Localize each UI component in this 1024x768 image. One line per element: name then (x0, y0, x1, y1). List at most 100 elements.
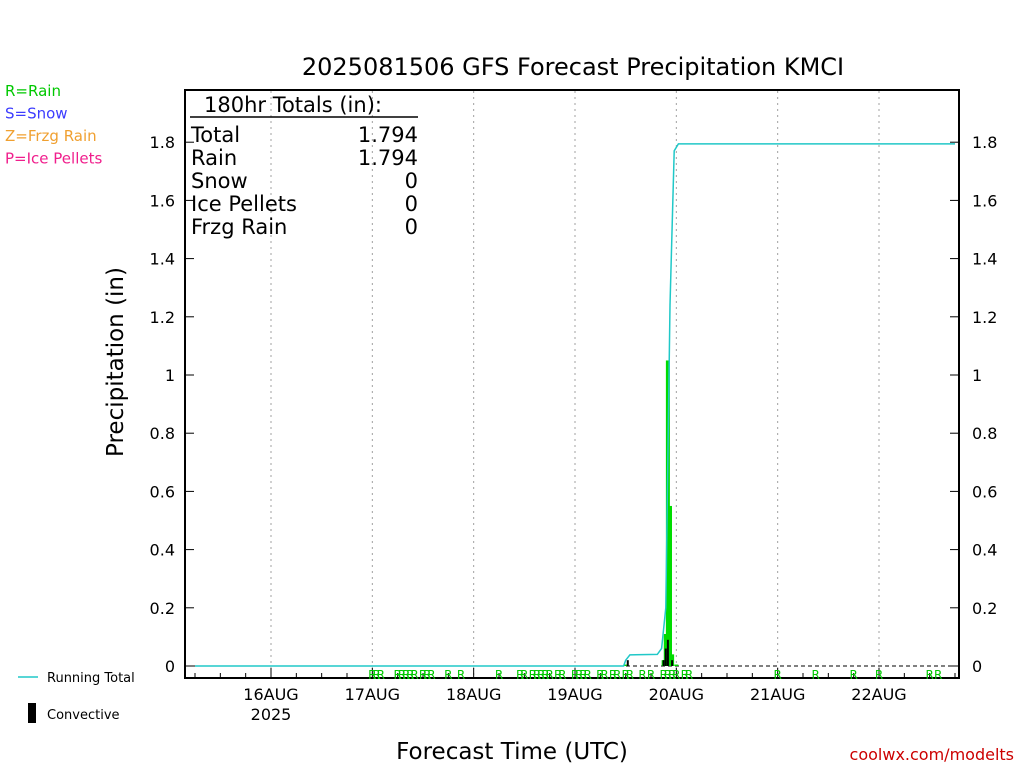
chart-title: 2025081506 GFS Forecast Precipitation KM… (302, 53, 844, 81)
y-tick-label-left: 1 (165, 366, 175, 385)
convective-bars (626, 639, 674, 666)
precip-type-legend-item: Z=Frzg Rain (5, 127, 97, 145)
precip-type-marker: R (664, 668, 672, 682)
convective-legend-swatch (28, 703, 36, 723)
totals-row-value: 1.794 (358, 146, 418, 170)
totals-row-label: Ice Pellets (191, 192, 297, 216)
y-tick-label-left: 0.8 (150, 424, 175, 443)
running-total-line (195, 143, 955, 667)
y-tick-label-left: 0 (165, 657, 175, 676)
precip-type-marker: R (647, 668, 655, 682)
precip-type-marker: R (377, 668, 385, 682)
precip-type-marker: R (681, 668, 689, 682)
precip-type-marker: R (368, 668, 376, 682)
precip-type-marker: R (609, 668, 617, 682)
precip-type-marker: R (457, 668, 465, 682)
precip-type-marker: R (558, 668, 566, 682)
totals-row-value: 0 (405, 169, 418, 193)
x-tick-label: 16AUG (243, 685, 298, 704)
totals-rows: Total 1.794 Rain 1.794 Snow 0 Ice Pellets 0 Frzg… (190, 123, 418, 239)
y-tick-label-left: 0.4 (150, 541, 175, 560)
y-tick-label-right: 0.2 (972, 599, 997, 618)
precip-type-marker: R (406, 668, 414, 682)
precip-type-marker: R (613, 668, 621, 682)
plot-frame (184, 89, 960, 679)
precip-type-marker: R (393, 668, 401, 682)
precip-type-marker: R (811, 668, 819, 682)
precip-type-legend: R=Rain S=Snow Z=Frzg Rain P=Ice Pellets (5, 82, 102, 168)
precip-type-marker: R (600, 668, 608, 682)
x-tick-label: 18AUG (446, 685, 501, 704)
totals-row-label: Rain (191, 146, 237, 170)
totals-row-value: 1.794 (358, 123, 418, 147)
y-tick-label-right: 1.6 (972, 191, 997, 210)
series-legend: Running Total Convective (18, 671, 135, 723)
precip-type-marker: R (596, 668, 604, 682)
totals-row-label: Total (190, 123, 240, 147)
convective-legend-label: Convective (47, 708, 120, 723)
precip-type-marker: R (398, 668, 406, 682)
y-tick-label-left: 0.2 (150, 599, 175, 618)
precip-type-marker: R (554, 668, 562, 682)
gridlines (270, 91, 880, 677)
y-tick-label-left: 1.2 (150, 308, 175, 327)
x-axis-title: Forecast Time (UTC) (396, 739, 628, 765)
precip-type-marker: R (773, 668, 781, 682)
precip-type-marker: R (537, 668, 545, 682)
precip-type-marker: R (410, 668, 418, 682)
precip-type-marker: R (419, 668, 427, 682)
precip-type-marker: R (875, 668, 883, 682)
precip-type-marker: R (529, 668, 537, 682)
precip-type-marker: R (621, 668, 629, 682)
precip-type-marker: R (427, 668, 435, 682)
y-tick-label-right: 0 (972, 657, 982, 676)
y-axis-right: 0 0.2 0.4 0.6 0.8 1 1.2 1.4 1.6 1.8 (950, 133, 997, 676)
precip-type-marker: R (934, 668, 942, 682)
totals-box: 180hr Totals (in): Total 1.794 Rain 1.794 Sn… (190, 93, 418, 239)
credit-text: coolwx.com/modelts (850, 745, 1014, 764)
precip-type-marker: R (579, 668, 587, 682)
convective-bar (671, 660, 674, 666)
x-tick-label: 22AUG (851, 685, 906, 704)
rain-bars (623, 360, 679, 666)
y-tick-label-right: 1 (972, 366, 982, 385)
precip-type-marker: R (516, 668, 524, 682)
precip-type-marker: R (533, 668, 541, 682)
totals-row-label: Frzg Rain (191, 215, 287, 239)
y-tick-label-left: 1.4 (150, 250, 175, 269)
x-tick-label: 21AUG (750, 685, 805, 704)
totals-row-value: 0 (405, 192, 418, 216)
rain-bar (668, 505, 672, 666)
y-tick-label-right: 1.4 (972, 250, 997, 269)
precip-type-marker: R (626, 668, 634, 682)
precip-type-marker: R (583, 668, 591, 682)
y-tick-label-left: 1.6 (150, 191, 175, 210)
x-tick-label: 20AUG (649, 685, 704, 704)
precip-type-marker: R (638, 668, 646, 682)
convective-bar (626, 660, 629, 666)
precip-type-marker: R (541, 668, 549, 682)
y-tick-label-right: 0.8 (972, 424, 997, 443)
rain-bar (623, 664, 628, 666)
precip-type-marker: R (672, 668, 680, 682)
precip-type-marker: R (495, 668, 503, 682)
x-tick-label: 17AUG (345, 685, 400, 704)
precip-type-marker: R (668, 668, 676, 682)
precip-type-marker: R (685, 668, 693, 682)
y-tick-label-right: 1.2 (972, 308, 997, 327)
rain-bar (665, 360, 670, 666)
precip-type-marker: R (925, 668, 933, 682)
precip-type-marker: R (545, 668, 553, 682)
totals-row-value: 0 (405, 215, 418, 239)
y-tick-label-right: 0.6 (972, 482, 997, 501)
precip-type-legend-item: S=Snow (5, 105, 68, 123)
precip-type-marker: R (659, 668, 667, 682)
y-axis-left: 0 0.2 0.4 0.6 0.8 1 1.2 1.4 1.6 1.8 (150, 133, 194, 676)
precip-type-marker: R (423, 668, 431, 682)
running-total-legend-label: Running Total (47, 671, 135, 686)
convective-bar (662, 660, 665, 666)
totals-header: 180hr Totals (in): (204, 93, 382, 117)
precip-type-marker: R (372, 668, 380, 682)
